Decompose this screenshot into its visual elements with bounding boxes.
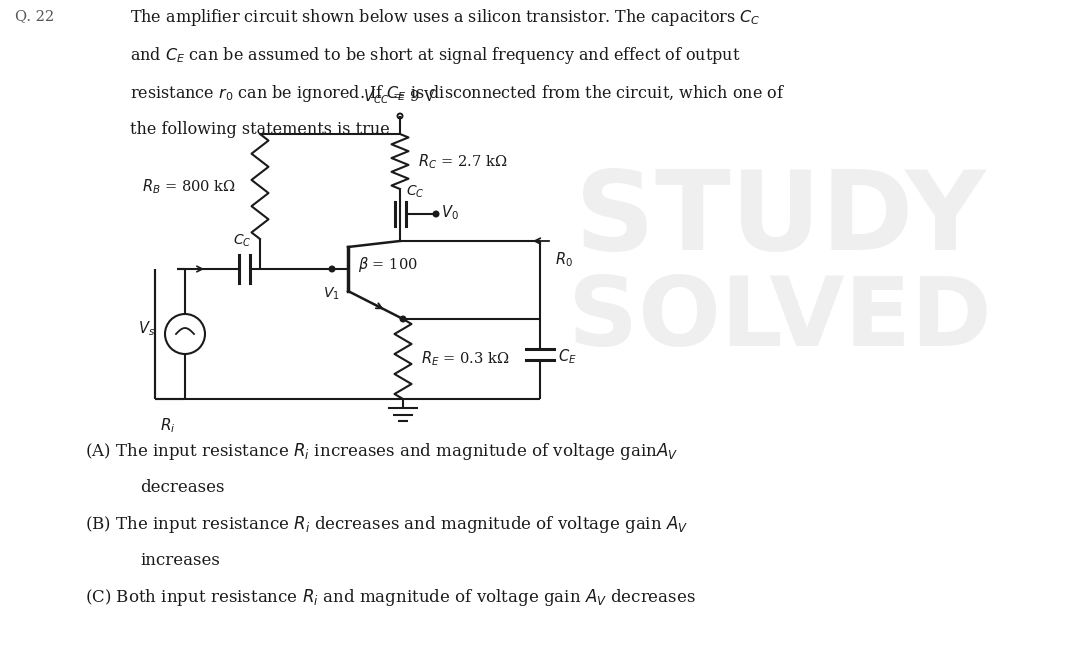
Text: $V_0$: $V_0$ [441,203,459,222]
Text: the following statements is true: the following statements is true [130,121,390,138]
Text: $C_E$: $C_E$ [558,348,577,367]
Text: (B) The input resistance $R_i$ decreases and magnitude of voltage gain $A_V$: (B) The input resistance $R_i$ decreases… [85,514,688,535]
Circle shape [329,266,335,272]
Text: The amplifier circuit shown below uses a silicon transistor. The capacitors $C_C: The amplifier circuit shown below uses a… [130,7,760,28]
Text: STUDY: STUDY [575,165,985,272]
Circle shape [433,211,438,217]
Text: increases: increases [140,552,220,569]
Text: $R_0$: $R_0$ [555,251,572,270]
Text: $V_1$: $V_1$ [323,286,339,302]
Text: $R_i$: $R_i$ [160,416,176,435]
Text: (C) Both input resistance $R_i$ and magnitude of voltage gain $A_V$ decreases: (C) Both input resistance $R_i$ and magn… [85,587,696,608]
Text: $V_s$: $V_s$ [138,320,156,339]
Text: $\beta$ = 100: $\beta$ = 100 [357,254,418,274]
Text: (A) The input resistance $R_i$ increases and magnitude of voltage gain$A_V$: (A) The input resistance $R_i$ increases… [85,441,678,462]
Text: Q. 22: Q. 22 [15,9,54,23]
Text: $R_C$ = 2.7 kΩ: $R_C$ = 2.7 kΩ [418,152,508,171]
Text: decreases: decreases [140,479,225,496]
Text: SOLVED: SOLVED [568,272,991,365]
Text: $C_C$: $C_C$ [406,183,424,200]
Text: $C_C$: $C_C$ [233,233,252,249]
Text: resistance $r_0$ can be ignored. If $C_E$ is disconnected from the circuit, whic: resistance $r_0$ can be ignored. If $C_E… [130,83,785,104]
Text: $R_B$ = 800 kΩ: $R_B$ = 800 kΩ [143,177,237,196]
Text: $R_E$ = 0.3 kΩ: $R_E$ = 0.3 kΩ [421,350,510,369]
Text: and $C_E$ can be assumed to be short at signal frequency and effect of output: and $C_E$ can be assumed to be short at … [130,45,741,66]
Circle shape [401,316,406,322]
Text: $V_{CC}$ = 9 V: $V_{CC}$ = 9 V [364,87,436,106]
